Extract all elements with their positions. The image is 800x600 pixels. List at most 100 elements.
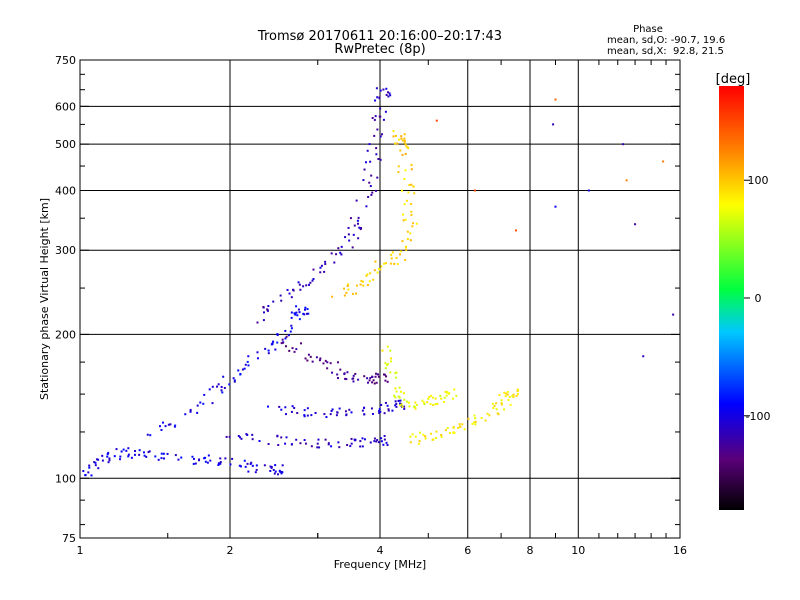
data-point (426, 401, 429, 404)
data-point (386, 363, 389, 366)
data-point (443, 401, 446, 404)
data-point (293, 406, 296, 409)
data-point (410, 210, 413, 213)
colorbar: [deg] 100 0 -100 (716, 72, 770, 510)
data-point (373, 118, 376, 121)
data-point (384, 379, 387, 382)
data-point (374, 260, 377, 263)
data-point (251, 433, 254, 436)
data-point (274, 348, 277, 351)
data-point (376, 176, 379, 179)
data-point (208, 388, 211, 391)
data-point (375, 440, 378, 443)
data-point (309, 355, 312, 358)
plot-area (79, 59, 681, 539)
data-point (278, 469, 281, 472)
data-point (269, 465, 272, 468)
data-point (347, 233, 350, 236)
data-point (318, 359, 321, 362)
phase-stats-o: mean, sd,O: -90.7, 19.6 (607, 35, 725, 46)
data-point (346, 284, 349, 287)
data-point (403, 398, 406, 401)
data-point (305, 284, 308, 287)
colorbar-ticks: 100 0 -100 (744, 174, 770, 423)
data-point (408, 401, 411, 404)
data-point (339, 368, 342, 371)
data-point (374, 372, 377, 375)
data-point (349, 445, 352, 448)
data-point (211, 385, 214, 388)
data-point (401, 240, 404, 243)
data-point (379, 410, 382, 413)
data-point (87, 471, 90, 474)
x-tick-label: 6 (464, 544, 471, 557)
data-point (247, 364, 250, 367)
data-point (163, 457, 166, 460)
data-point (284, 337, 287, 340)
data-point (453, 388, 456, 391)
data-point (330, 445, 333, 448)
data-point (404, 246, 407, 249)
data-point (269, 469, 272, 472)
data-point (474, 423, 477, 426)
data-point (379, 115, 382, 118)
data-point (380, 265, 383, 268)
x-tick-label: 4 (377, 544, 384, 557)
data-point (145, 455, 148, 458)
data-point (500, 403, 503, 406)
data-point (506, 393, 509, 396)
data-point (355, 292, 358, 295)
data-point (206, 461, 209, 464)
data-point (498, 394, 501, 397)
data-point (329, 413, 332, 416)
data-point (415, 222, 418, 225)
data-point (370, 193, 373, 196)
data-point (337, 361, 340, 364)
data-point (157, 458, 160, 461)
data-point (247, 470, 250, 473)
y-tick-label: 600 (55, 100, 76, 113)
x-tick-label: 1 (77, 544, 84, 557)
data-point (228, 435, 231, 438)
data-point (288, 349, 291, 352)
data-point (284, 329, 287, 332)
data-point (373, 382, 376, 385)
data-point (191, 455, 194, 458)
data-point (300, 342, 303, 345)
data-point (298, 311, 301, 314)
data-point (127, 455, 130, 458)
data-point (400, 137, 403, 140)
data-point (384, 367, 387, 370)
data-point (378, 410, 381, 413)
data-point (240, 437, 243, 440)
data-point (311, 279, 314, 282)
data-point (405, 145, 408, 148)
data-point (274, 464, 277, 467)
data-point (231, 457, 234, 460)
data-point (93, 461, 96, 464)
data-point (340, 253, 343, 256)
data-point (422, 433, 425, 436)
data-point (272, 468, 275, 471)
data-point (318, 446, 321, 449)
data-point (397, 171, 400, 174)
data-point (161, 421, 164, 424)
data-point (404, 258, 407, 261)
data-point (412, 405, 415, 408)
data-point (399, 149, 402, 152)
data-point (458, 423, 461, 426)
data-point (371, 412, 374, 415)
data-point (323, 413, 326, 416)
data-point (385, 93, 388, 96)
data-point (293, 350, 296, 353)
data-point (278, 405, 281, 408)
data-point (232, 377, 235, 380)
data-point (363, 406, 366, 409)
data-point (96, 458, 99, 461)
data-point (399, 399, 402, 402)
data-point (336, 377, 339, 380)
data-point (306, 407, 309, 410)
y-tick-label: 75 (62, 532, 76, 545)
data-point (338, 407, 341, 410)
data-point (402, 213, 405, 216)
